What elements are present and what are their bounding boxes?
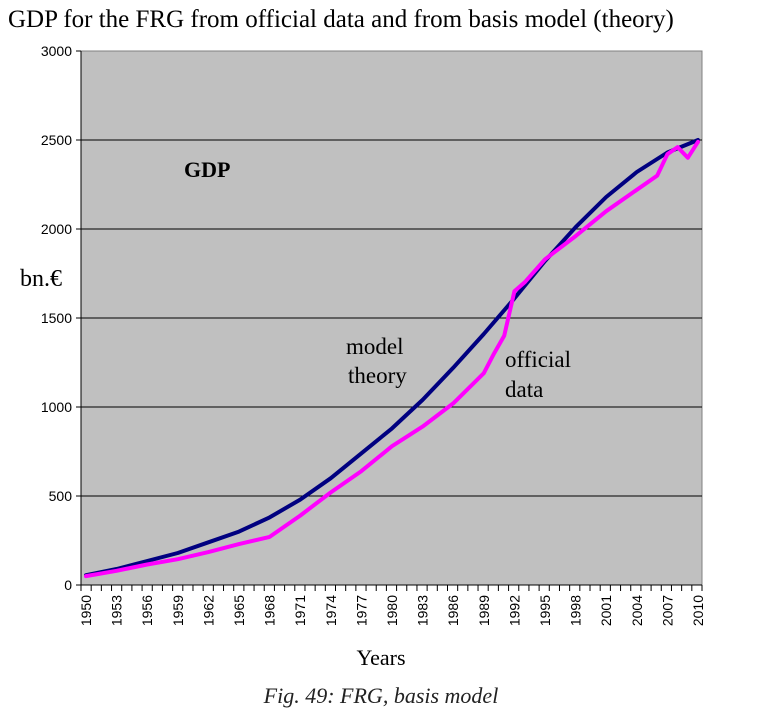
x-tick-label-1971: 1971 [292,595,308,626]
y-axis-label: bn.€ [20,266,62,292]
y-tick-labels: 0 500 1000 1500 2000 2500 3000 [41,43,72,593]
annotation-model: model [346,334,404,359]
x-tick-label-2004: 2004 [629,595,645,626]
y-tick-label-1000: 1000 [41,399,72,415]
x-axis-label: Years [356,645,405,670]
x-tick-label-2001: 2001 [598,595,614,626]
figure-caption: Fig. 49: FRG, basis model [263,683,499,708]
x-tick-label-1965: 1965 [231,595,247,626]
series-lines [84,138,700,579]
y-tick-label-2500: 2500 [41,132,72,148]
x-tick-label-1950: 1950 [78,595,94,626]
gridlines [81,139,702,497]
chart-title: GDP for the FRG from official data and f… [8,6,674,33]
x-tick-label-1956: 1956 [139,595,155,626]
x-tick-label-1977: 1977 [353,595,369,626]
x-tick-label-1953: 1953 [109,595,125,626]
x-tick-label-1989: 1989 [476,595,492,626]
x-tick-label-1974: 1974 [323,595,339,626]
x-tick-labels: 1950 1953 1956 1959 1962 1965 1968 1971 1974 1977… [78,595,706,626]
x-tick-label-1968: 1968 [262,595,278,626]
y-tick-label-2000: 2000 [41,221,72,237]
x-tick-label-1962: 1962 [200,595,216,626]
x-tick-label-1959: 1959 [170,595,186,626]
x-tick-label-1998: 1998 [568,595,584,626]
y-tick-label-0: 0 [64,577,72,593]
x-tick-label-1983: 1983 [415,595,431,626]
annotation-gdp: GDP [184,157,230,182]
y-tick-label-1500: 1500 [41,310,72,326]
x-tick-label-1986: 1986 [445,595,461,626]
y-tick-label-3000: 3000 [41,43,72,59]
annotation-official: official [505,347,571,372]
annotation-theory: theory [348,363,407,388]
x-tick-label-1980: 1980 [384,595,400,626]
axes [76,50,703,591]
x-tick-label-1995: 1995 [537,595,553,626]
x-tick-label-2010: 2010 [690,595,706,626]
x-tick-label-2007: 2007 [659,595,675,626]
y-tick-label-500: 500 [49,488,73,504]
annotation-data: data [505,377,543,402]
x-tick-label-1992: 1992 [506,595,522,626]
